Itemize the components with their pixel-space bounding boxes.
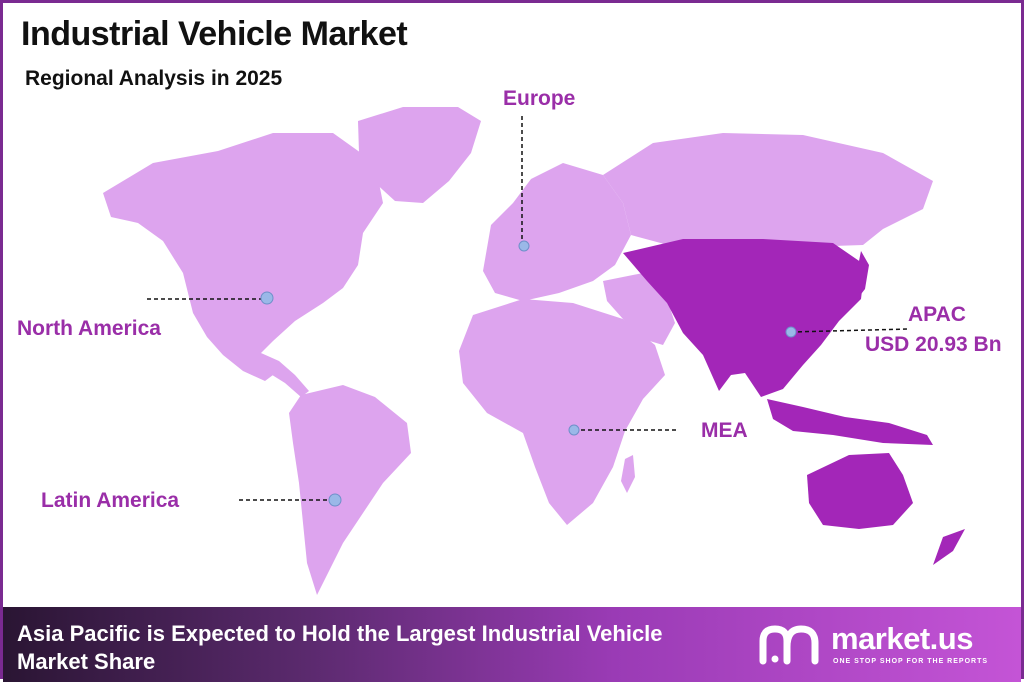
north-asia-shape [603, 133, 933, 249]
australia-shape [807, 453, 913, 529]
mea-marker [568, 424, 580, 436]
page-title: Industrial Vehicle Market [21, 15, 408, 53]
africa-shape [459, 299, 665, 525]
europe-marker [518, 240, 530, 252]
central-america-shape [261, 353, 309, 397]
label-mea: MEA [701, 419, 748, 442]
new-zealand-shape [933, 529, 965, 565]
world-map [103, 107, 965, 595]
label-apac: APAC [908, 303, 966, 326]
apac-leader-line [790, 328, 910, 333]
label-apac-value: USD 20.93 Bn [865, 333, 1002, 356]
market-us-logo-icon [759, 625, 819, 665]
greenland-shape [358, 107, 481, 203]
madagascar-shape [621, 455, 635, 493]
europe-shape [483, 163, 631, 301]
banner-headline: Asia Pacific is Expected to Hold the Lar… [17, 621, 663, 674]
footer-banner: Asia Pacific is Expected to Hold the Lar… [3, 607, 1021, 682]
brand-block: market.us ONE STOP SHOP FOR THE REPORTS [759, 621, 1009, 669]
la-marker [328, 493, 342, 507]
apac-marker [785, 326, 797, 338]
north-america-shape [103, 133, 383, 381]
sea-islands-shape [767, 399, 933, 445]
brand-tagline: ONE STOP SHOP FOR THE REPORTS [833, 658, 989, 665]
label-europe: Europe [503, 87, 576, 110]
brand-name: market.us [831, 621, 973, 656]
south-america-shape [289, 385, 411, 595]
label-north-america: North America [17, 317, 161, 340]
label-latin-america: Latin America [41, 489, 180, 512]
apac-shape [623, 239, 865, 397]
na-marker [260, 291, 274, 305]
japan-shape [843, 251, 869, 307]
page-subtitle: Regional Analysis in 2025 [25, 67, 283, 90]
